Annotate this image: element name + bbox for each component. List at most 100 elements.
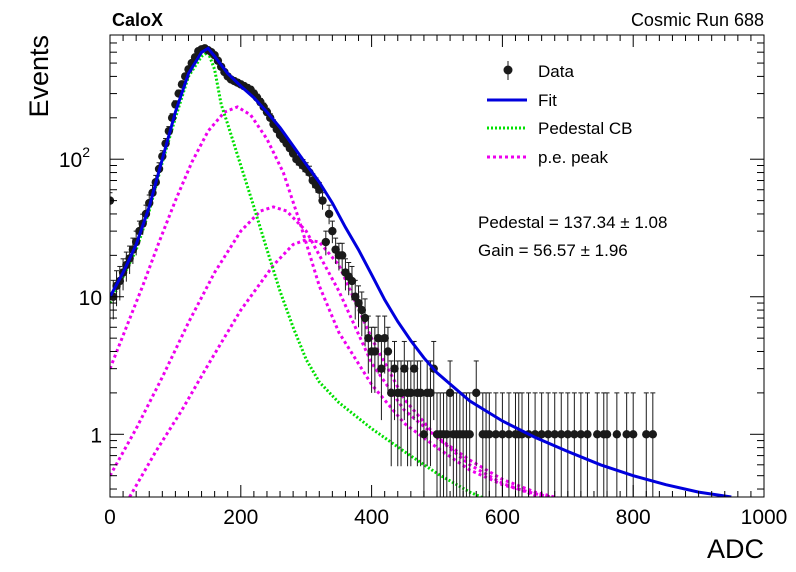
data-point-marker [648, 430, 658, 439]
x-tick-label: 800 [616, 506, 651, 529]
x-tick-label: 200 [223, 506, 258, 529]
data-point-marker [472, 388, 481, 398]
data-point-marker [426, 388, 435, 398]
data-point-marker [396, 388, 406, 398]
data-point-marker [390, 364, 399, 373]
data-point [390, 340, 399, 421]
data-point [387, 360, 396, 467]
annotation-pedestal: Pedestal = 137.34 ± 1.08 [478, 213, 667, 232]
legend-label-fit: Fit [538, 91, 557, 110]
data-point [328, 220, 337, 244]
y-tick-label: 1 [90, 424, 102, 447]
legend: Data Fit Pedestal CB p.e. peak [487, 61, 633, 167]
data-point-marker [445, 388, 455, 398]
legend-entry-fit: Fit [487, 91, 557, 110]
data-point-marker [373, 333, 383, 343]
data-point-marker [347, 276, 357, 286]
y-tick-label-exponent: 2 [82, 144, 90, 160]
data-point-marker [364, 333, 373, 343]
data-point [550, 392, 559, 497]
annotation-pedestal-pm: ± [620, 213, 629, 232]
data-point [351, 279, 360, 320]
data-point-marker [409, 364, 419, 373]
data-point [318, 192, 327, 210]
data-point [364, 315, 373, 374]
data-point-marker [612, 430, 622, 439]
y-tick-label: 102 [59, 144, 90, 172]
data-point [648, 392, 658, 497]
data-point [416, 360, 425, 467]
data-point-marker [570, 430, 579, 439]
data-point [642, 392, 651, 497]
legend-data-marker [503, 65, 513, 75]
x-axis-label: ADC [707, 534, 764, 564]
data-point [557, 392, 566, 497]
data-point-marker [485, 430, 494, 439]
data-point-marker [593, 430, 602, 439]
legend-entry-data: Data [503, 61, 574, 81]
data-layer [110, 44, 732, 497]
data-point [465, 392, 474, 497]
data-point [426, 360, 435, 467]
annotation-gain-pm: ± [581, 241, 590, 260]
legend-label-pedestal: Pedestal CB [538, 119, 633, 138]
annotation-gain: Gain = 56.57 ± 1.96 [478, 241, 628, 260]
data-point [485, 392, 494, 497]
data-point [543, 392, 553, 497]
axes-layer: 0 200 400 600 800 1000 1 10 102 [59, 34, 788, 529]
x-tick-label: 400 [354, 506, 389, 529]
data-point-marker [383, 347, 393, 356]
data-point-marker [629, 430, 638, 439]
data-point [321, 230, 331, 256]
data-point-marker [328, 226, 337, 236]
data-point [406, 360, 416, 467]
data-point [337, 242, 347, 271]
annotation-pedestal-label: Pedestal = 137.34 [478, 213, 616, 232]
data-point-marker [583, 430, 592, 439]
data-point-marker [465, 430, 474, 439]
data-point-marker [370, 347, 380, 356]
data-point-marker [550, 430, 559, 439]
data-point-marker [576, 430, 586, 439]
data-point-marker [354, 298, 363, 308]
chart-title-right: Cosmic Run 688 [631, 10, 764, 30]
data-point [370, 326, 380, 393]
data-point-marker [416, 388, 425, 398]
data-point-marker [387, 388, 396, 398]
x-tick-label: 0 [104, 506, 116, 529]
data-point [400, 340, 409, 421]
data-point [537, 392, 546, 497]
chart-title-left: CaloX [112, 10, 163, 30]
legend-entry-pe-peak: p.e. peak [487, 148, 608, 167]
data-point-marker [337, 251, 347, 260]
data-point-marker [563, 430, 572, 439]
data-point-marker [357, 305, 366, 315]
data-point [498, 392, 507, 497]
data-point-marker [442, 430, 452, 439]
x-tick-label: 1000 [741, 506, 788, 529]
data-point [524, 392, 533, 497]
data-point-marker [419, 430, 429, 439]
data-point-marker [318, 196, 327, 205]
data-point [504, 392, 514, 497]
annotation-pedestal-value: 1.08 [634, 213, 667, 232]
fit-curve [110, 46, 732, 497]
data-point-marker [351, 292, 360, 301]
data-point [324, 204, 334, 225]
data-point-marker [543, 430, 553, 439]
y-axis-label: Events [24, 35, 54, 118]
data-point-marker [557, 430, 566, 439]
pe-peak-curve-3 [128, 238, 550, 497]
data-point-marker [498, 430, 507, 439]
data-point [357, 291, 366, 337]
data-point-marker [491, 430, 501, 439]
data-point-marker [406, 388, 416, 398]
x-tick-label: 600 [485, 506, 520, 529]
data-point [593, 392, 602, 497]
data-point [373, 315, 383, 374]
data-point [347, 265, 357, 301]
legend-label-pe-peak: p.e. peak [538, 148, 608, 167]
data-point-marker [622, 430, 631, 439]
data-point [612, 392, 622, 497]
data-point-marker [504, 430, 514, 439]
